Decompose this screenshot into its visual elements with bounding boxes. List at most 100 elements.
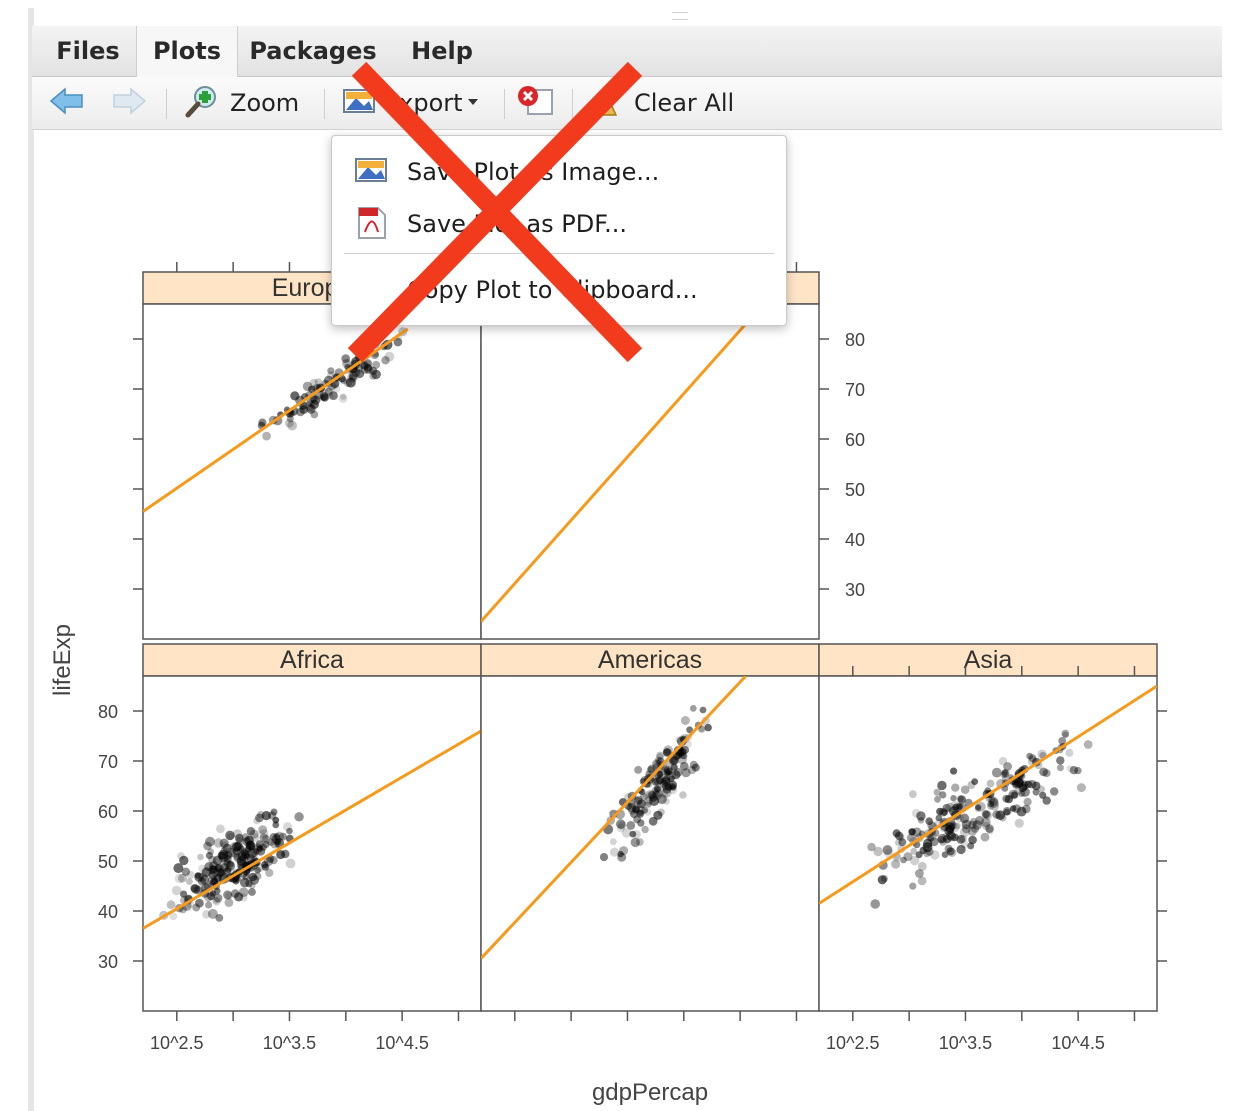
data-point [1050,787,1059,796]
data-point [975,801,986,812]
copy-to-clipboard-item[interactable]: Copy Plot to Clipboard... [332,266,786,314]
data-point [230,841,239,850]
data-point [670,756,678,765]
pane-resize-grip[interactable] [672,12,688,20]
data-point [190,884,199,893]
data-point [213,838,224,848]
data-point [1083,740,1093,749]
data-point [925,817,933,825]
data-point [882,845,893,855]
data-point [653,785,661,793]
data-point [1061,729,1070,738]
data-point [235,833,244,843]
data-point [1020,787,1030,797]
zoom-button[interactable]: Zoom [184,77,299,129]
data-point [1003,762,1012,771]
data-point [1069,766,1079,775]
y-tick-label: 60 [98,802,118,822]
data-point [281,849,290,859]
data-point [230,889,240,898]
data-point [933,788,941,796]
data-point [943,834,952,844]
data-point [225,892,233,900]
data-point [661,764,670,773]
data-point [195,898,204,908]
data-point [661,787,672,798]
data-point [663,766,673,775]
data-point [636,838,644,846]
back-button[interactable] [48,77,86,129]
data-point [320,393,329,402]
data-point [659,789,669,799]
data-point [941,809,948,816]
data-point [369,372,377,380]
data-point [217,851,226,860]
data-point [1024,780,1033,789]
data-point [894,839,902,846]
data-point [892,829,901,838]
data-point [655,759,662,767]
data-point [617,821,627,830]
data-point [269,856,278,865]
data-point [213,893,223,903]
x-tick-label: 10^3.5 [939,1033,993,1053]
data-point [654,785,662,793]
tab-files[interactable]: Files [56,37,120,65]
data-point [216,824,225,834]
fit-line [143,729,481,930]
data-point [989,800,999,811]
data-point [237,874,245,882]
data-point [900,856,907,864]
data-point [294,812,304,822]
data-point [910,847,918,855]
data-point [972,820,982,830]
data-point [654,789,663,798]
y-tick-label: 70 [98,752,118,772]
save-as-image-label: Save Plot as Image... [407,158,660,186]
data-point [314,378,322,386]
x-tick-label: 10^2.5 [826,1033,880,1053]
data-point [980,832,990,842]
x-tick-label: 10^3.5 [263,1033,317,1053]
data-point [661,783,670,791]
data-point [1032,788,1040,796]
data-point [255,813,264,823]
fit-line [481,323,747,623]
forward-button[interactable] [110,77,148,129]
toolbar-separator [324,89,325,119]
data-point [657,794,667,805]
tab-packages[interactable]: Packages [249,37,377,65]
data-point [214,864,222,872]
data-point [998,757,1008,766]
data-point [974,805,982,813]
data-point [906,833,916,842]
fit-line [819,684,1157,905]
save-as-image-item[interactable]: Save Plot as Image... [332,148,786,196]
data-point [668,755,679,766]
data-point [990,802,1000,812]
data-point [309,378,318,387]
y-tick-label: 50 [98,852,118,872]
data-point [923,838,933,849]
data-point [956,795,964,803]
x-axis-title: gdpPercap [592,1079,708,1106]
data-point [616,824,626,833]
data-point [262,835,271,844]
data-point [986,826,994,835]
tab-help[interactable]: Help [411,37,473,65]
tab-plots[interactable]: Plots [136,26,238,77]
data-point [1016,806,1027,817]
data-point [656,752,664,760]
data-point [953,822,961,830]
y-tick-label: 80 [845,330,865,350]
data-point [952,803,959,811]
data-point [634,765,643,774]
data-point [637,819,645,827]
data-point [314,391,324,401]
save-as-pdf-item[interactable]: Save Plot as PDF... [332,200,786,248]
data-point [950,795,957,802]
data-point [285,418,294,428]
data-point [169,912,178,921]
data-point [179,855,189,866]
data-point [908,828,917,836]
